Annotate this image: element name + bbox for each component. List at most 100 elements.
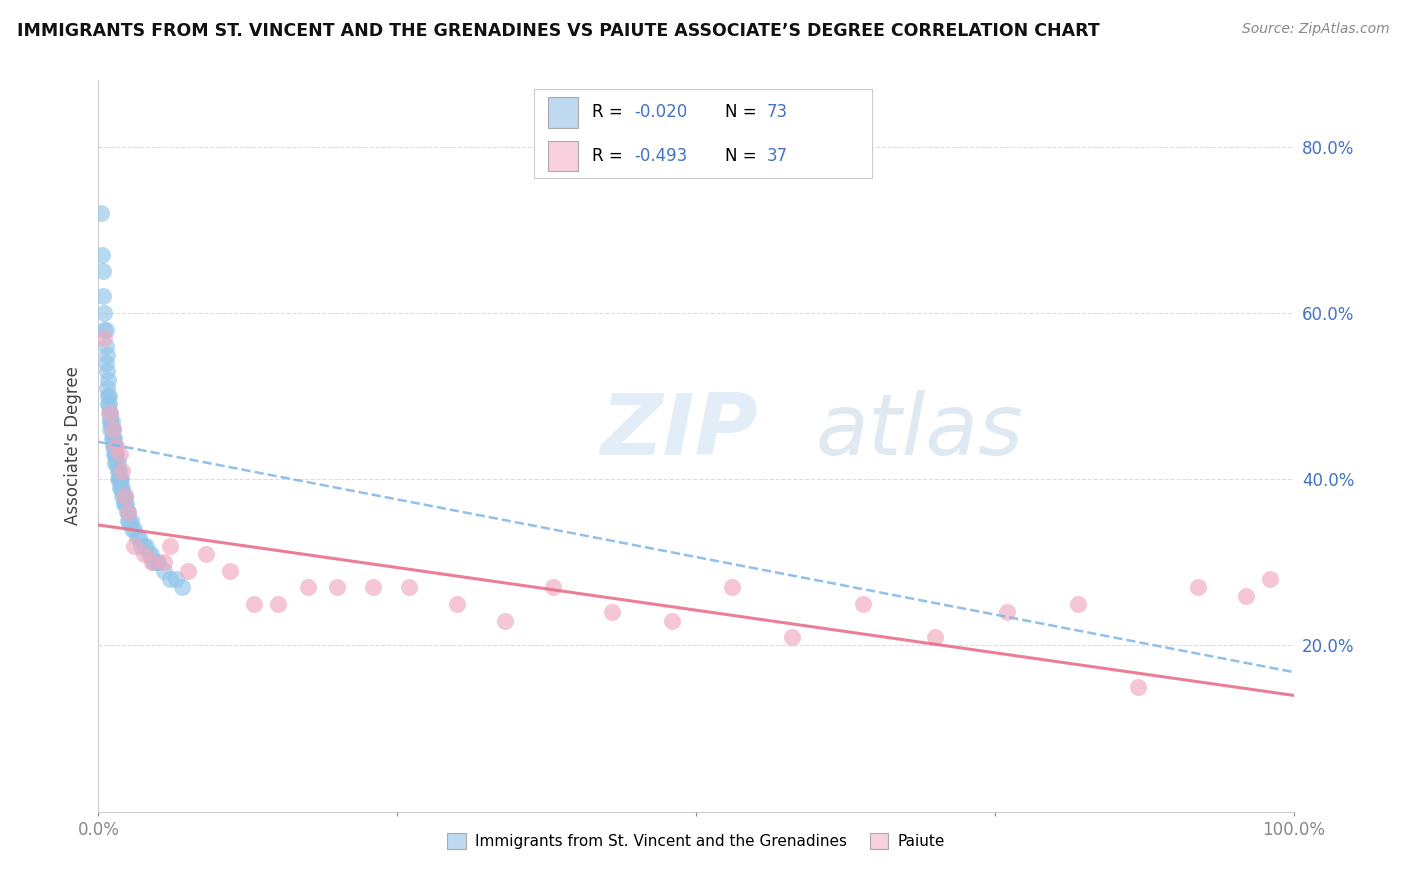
Point xyxy=(91,289,114,303)
Point xyxy=(98,414,122,428)
Point xyxy=(541,580,564,594)
Point xyxy=(100,414,122,428)
Point xyxy=(1128,680,1150,694)
Point xyxy=(107,472,129,486)
Point xyxy=(94,323,117,337)
Point xyxy=(108,447,131,461)
Point xyxy=(104,456,127,470)
Text: 37: 37 xyxy=(768,147,789,165)
Point xyxy=(90,206,112,220)
Text: N =: N = xyxy=(725,147,762,165)
Point xyxy=(112,489,135,503)
Point xyxy=(924,630,946,644)
Point xyxy=(105,439,128,453)
Point xyxy=(108,472,131,486)
Point xyxy=(117,506,139,520)
Point xyxy=(96,381,118,395)
Point xyxy=(103,439,125,453)
Point xyxy=(661,614,683,628)
Point xyxy=(101,422,124,436)
Point xyxy=(121,522,143,536)
Point xyxy=(97,372,120,386)
Point xyxy=(117,506,139,520)
Point xyxy=(148,555,170,569)
Point xyxy=(165,572,187,586)
Point xyxy=(114,497,136,511)
Point xyxy=(243,597,266,611)
Point xyxy=(120,514,142,528)
Point xyxy=(104,447,127,461)
Point xyxy=(326,580,349,594)
Point xyxy=(104,439,127,453)
Point xyxy=(110,481,132,495)
Point xyxy=(114,489,136,503)
Text: IMMIGRANTS FROM ST. VINCENT AND THE GRENADINES VS PAIUTE ASSOCIATE’S DEGREE CORR: IMMIGRANTS FROM ST. VINCENT AND THE GREN… xyxy=(17,22,1099,40)
Point xyxy=(115,506,138,520)
Point xyxy=(995,605,1018,619)
FancyBboxPatch shape xyxy=(548,97,578,128)
Text: 73: 73 xyxy=(768,103,789,121)
Point xyxy=(112,497,135,511)
Point xyxy=(115,497,138,511)
Point xyxy=(110,472,132,486)
Point xyxy=(98,397,121,411)
Point xyxy=(98,414,122,428)
Point xyxy=(100,431,122,445)
Point xyxy=(124,539,146,553)
Point xyxy=(219,564,242,578)
Point xyxy=(446,597,468,611)
Point xyxy=(125,530,148,544)
Point xyxy=(1067,597,1090,611)
Point xyxy=(153,555,176,569)
FancyBboxPatch shape xyxy=(548,141,578,171)
Point xyxy=(602,605,624,619)
Point xyxy=(97,397,120,411)
Point xyxy=(103,431,125,445)
Point xyxy=(107,464,129,478)
Point xyxy=(780,630,803,644)
Point xyxy=(101,431,124,445)
Point xyxy=(398,580,420,594)
Point xyxy=(98,406,122,420)
Point xyxy=(93,323,115,337)
Point xyxy=(96,364,118,378)
Point xyxy=(132,547,155,561)
Text: N =: N = xyxy=(725,103,762,121)
Point xyxy=(94,339,117,353)
Point xyxy=(195,547,218,561)
Point xyxy=(297,580,319,594)
Text: Source: ZipAtlas.com: Source: ZipAtlas.com xyxy=(1241,22,1389,37)
Text: R =: R = xyxy=(592,147,627,165)
Point xyxy=(139,547,162,561)
Point xyxy=(111,481,134,495)
Point xyxy=(97,389,120,403)
Point xyxy=(128,530,150,544)
Point xyxy=(114,489,136,503)
Point xyxy=(363,580,385,594)
Point xyxy=(177,564,200,578)
Point xyxy=(107,456,129,470)
Point xyxy=(103,447,125,461)
Point xyxy=(111,489,134,503)
Point xyxy=(107,472,129,486)
Point xyxy=(132,539,155,553)
Point xyxy=(101,422,124,436)
Point xyxy=(852,597,875,611)
Point xyxy=(105,456,128,470)
Point xyxy=(101,439,124,453)
Text: -0.493: -0.493 xyxy=(634,147,688,165)
Point xyxy=(100,422,122,436)
Point xyxy=(135,539,157,553)
Point xyxy=(153,564,176,578)
Point xyxy=(1187,580,1209,594)
Point xyxy=(108,481,131,495)
Point xyxy=(159,539,181,553)
Point xyxy=(94,356,117,370)
Point xyxy=(98,406,121,420)
Point xyxy=(159,572,181,586)
Point xyxy=(138,547,160,561)
Point xyxy=(111,464,134,478)
Point xyxy=(145,555,167,569)
Point xyxy=(96,347,118,362)
Y-axis label: Associate's Degree: Associate's Degree xyxy=(65,367,83,525)
